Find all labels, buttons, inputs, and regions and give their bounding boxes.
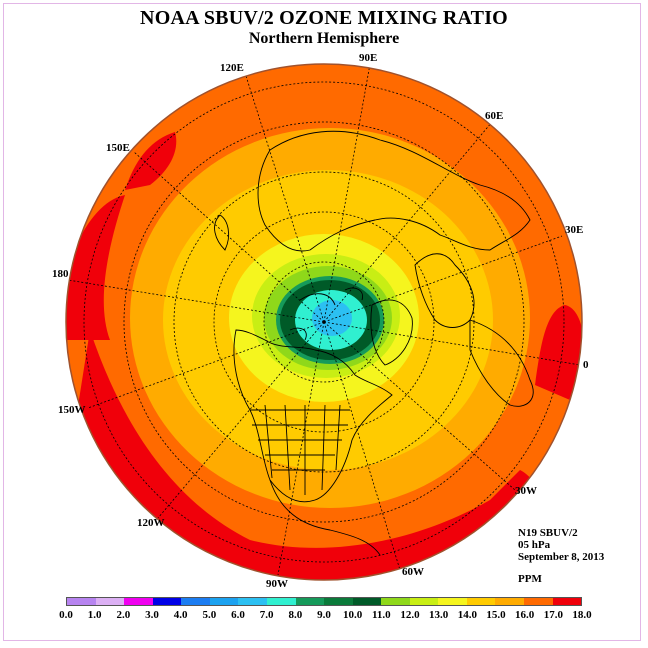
- lon-label-150w: 150W: [58, 404, 86, 416]
- colorbar-swatch: [95, 598, 125, 605]
- colorbar-swatch: [124, 598, 153, 605]
- units-label: PPM: [518, 573, 542, 585]
- colorbar-ticks: 0.0 1.0 2.0 3.0 4.0 5.0 6.0 7.0 8.0 9.0 10.0 11.0 12…: [0, 609, 648, 623]
- colorbar: [66, 597, 582, 606]
- zone-red-west: [66, 195, 125, 340]
- zone-red-nw: [125, 132, 177, 190]
- date-label: September 8, 2013: [518, 551, 605, 563]
- colorbar-tick-label: 14.0: [457, 609, 477, 621]
- latitude-circles: [83, 81, 565, 563]
- colorbar-swatch: [466, 598, 496, 605]
- colorbar-swatch: [324, 598, 353, 605]
- map-subtitle: Northern Hemisphere: [248, 30, 400, 47]
- colorbar-tick-label: 10.0: [343, 609, 363, 621]
- lon-label-150e: 150E: [106, 142, 130, 154]
- figure-frame: [3, 3, 641, 641]
- colorbar-swatch: [67, 598, 96, 605]
- colorbar-swatch: [266, 598, 296, 605]
- lon-label-90w: 90W: [266, 578, 288, 590]
- colorbar-tick-label: 2.0: [116, 609, 131, 621]
- pressure-level-label: 05 hPa: [518, 539, 551, 551]
- colorbar-tick-label: 6.0: [231, 609, 245, 621]
- colorbar-tick-label: 8.0: [288, 609, 303, 621]
- colorbar-swatch: [209, 598, 239, 605]
- meridians: [67, 64, 581, 576]
- zone-red-east: [535, 305, 582, 400]
- colorbar-tick-label: 4.0: [173, 609, 188, 621]
- north-america-outline: [233, 329, 393, 503]
- lon-label-30w: 30W: [515, 485, 537, 497]
- arctic-islands: [289, 287, 363, 341]
- colorbar-tick-label: 9.0: [317, 609, 331, 621]
- colorbar-tick-label: 11.0: [372, 609, 391, 621]
- colorbar-tick-label: 5.0: [202, 609, 217, 621]
- colorbar-tick-label: 12.0: [400, 609, 420, 621]
- lon-label-60e: 60E: [485, 110, 504, 122]
- colorbar-swatch: [152, 598, 182, 605]
- colorbar-swatch: [495, 598, 524, 605]
- colorbar-swatch: [238, 598, 267, 605]
- us-states: [250, 404, 350, 495]
- colorbar-tick-label: 3.0: [145, 609, 159, 621]
- zone-blue-light: [312, 300, 352, 336]
- colorbar-tick-label: 16.0: [515, 609, 535, 621]
- colorbar-swatch: [352, 598, 382, 605]
- lon-label-120w: 120W: [137, 517, 165, 529]
- lon-label-120e: 120E: [220, 62, 244, 74]
- colorbar-swatch: [181, 598, 210, 605]
- colorbar-tick-label: 7.0: [259, 609, 274, 621]
- instrument-label: N19 SBUV/2: [518, 527, 578, 539]
- colorbar-swatch: [409, 598, 439, 605]
- zone-red-south: [66, 330, 546, 580]
- colorbar-tick-label: 1.0: [87, 609, 102, 621]
- asia-outline: [257, 130, 531, 252]
- colorbar-swatch: [438, 598, 467, 605]
- colorbar-tick-label: 17.0: [543, 609, 563, 621]
- colorbar-tick-label: 13.0: [429, 609, 449, 621]
- colorbar-tick-label: 0.0: [59, 609, 73, 621]
- central-america-outline: [269, 479, 381, 556]
- lon-label-30e: 30E: [565, 224, 584, 236]
- map-title: NOAA SBUV/2 OZONE MIXING RATIO: [140, 7, 508, 29]
- coastlines: [214, 130, 534, 556]
- colorbar-swatch: [524, 598, 553, 605]
- map-disc-border: [65, 63, 583, 581]
- colorbar-tick-label: 18.0: [572, 609, 592, 621]
- greenland-outline: [370, 299, 413, 366]
- japan-outline: [214, 214, 230, 251]
- lon-label-60w: 60W: [402, 566, 424, 578]
- colorbar-swatch: [295, 598, 325, 605]
- colorbar-tick-label: 15.0: [486, 609, 506, 621]
- colorbar-swatch: [381, 598, 410, 605]
- colorbar-swatch: [552, 598, 582, 605]
- lon-label-90e: 90E: [359, 52, 378, 64]
- lon-label-180: 180: [52, 268, 69, 280]
- africa-outline: [469, 319, 534, 407]
- lon-label-0: 0: [583, 359, 589, 371]
